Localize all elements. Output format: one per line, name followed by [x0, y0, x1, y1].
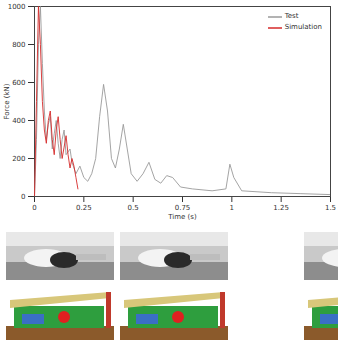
svg-text:0.25: 0.25	[76, 204, 92, 212]
svg-text:400: 400	[12, 117, 25, 125]
svg-text:1.25: 1.25	[273, 204, 289, 212]
html-text:Test: Test	[284, 12, 299, 20]
svg-text:0: 0	[32, 204, 36, 212]
html-text:Simulation: Simulation	[284, 23, 322, 31]
svg-text:600: 600	[12, 79, 25, 87]
svg-text:0.5: 0.5	[128, 204, 139, 212]
svg-text:0: 0	[21, 193, 25, 201]
svg-text:1.5: 1.5	[325, 204, 336, 212]
svg-text:200: 200	[12, 155, 25, 163]
svg-text:1: 1	[230, 204, 234, 212]
svg-text:800: 800	[12, 41, 25, 49]
svg-text:1000: 1000	[8, 3, 26, 11]
svg-text:0.75: 0.75	[175, 204, 191, 212]
svg-text:Time (s): Time (s)	[167, 213, 197, 221]
svg-text:Force (kN): Force (kN)	[3, 83, 11, 119]
